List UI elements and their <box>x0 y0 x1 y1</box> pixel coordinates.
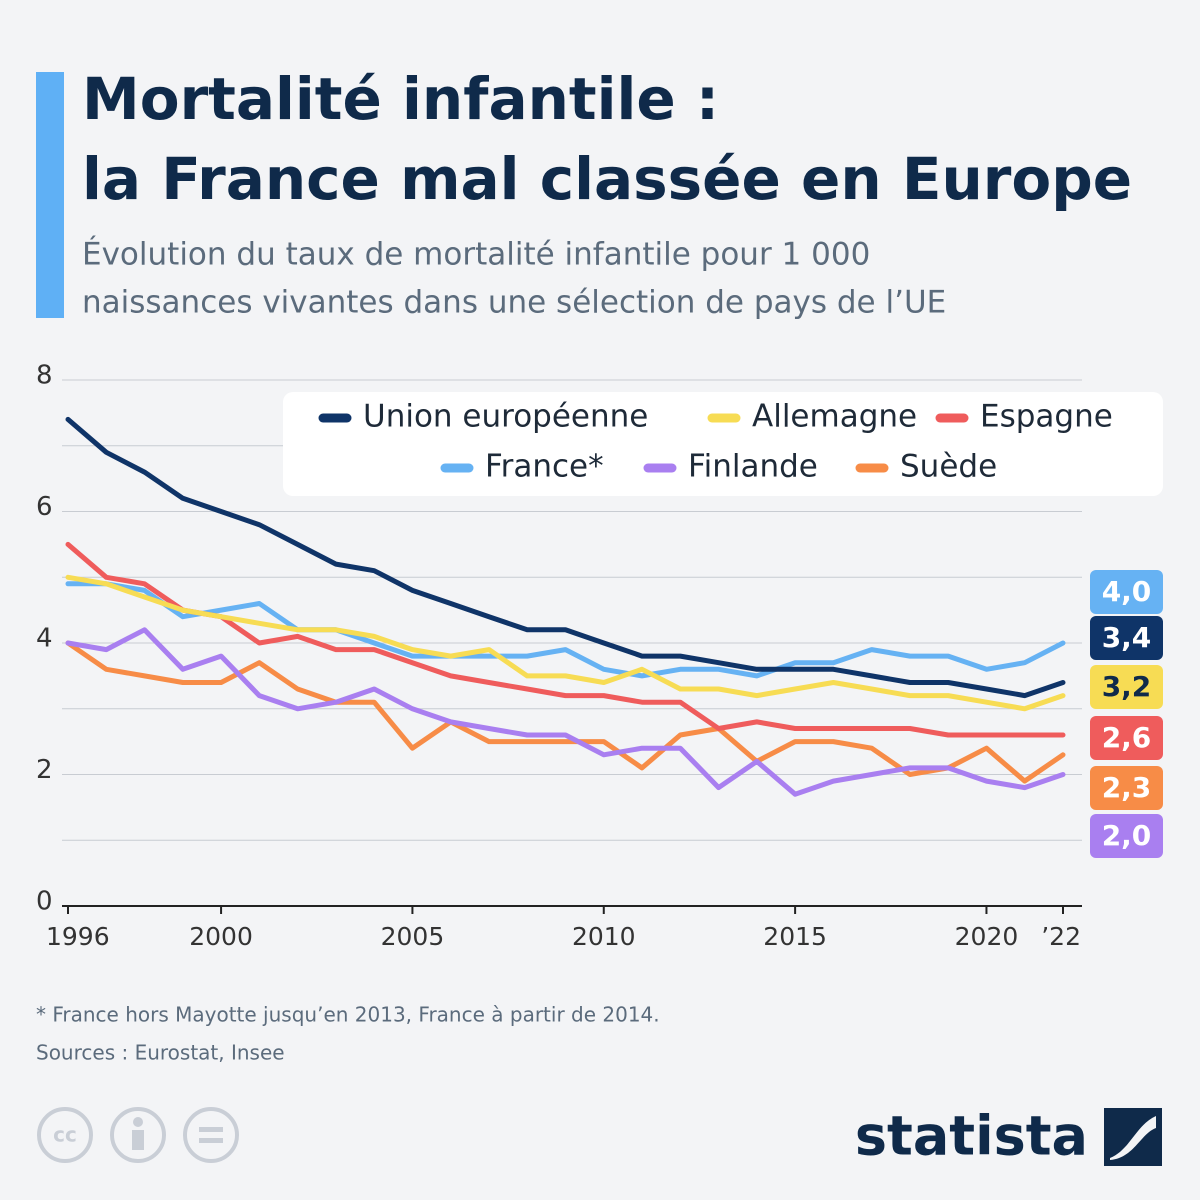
legend-label: Union européenne <box>363 399 648 435</box>
brand: statista <box>855 1105 1088 1168</box>
legend-items: Union européenne Allemagne Espagne France* F… <box>318 399 1113 485</box>
end-label: 4,0 <box>1102 575 1152 608</box>
x-tick-label: 1996 <box>46 922 110 951</box>
svg-text:cc: cc <box>53 1123 77 1147</box>
x-tick-label: ’22 <box>1041 922 1081 951</box>
y-tick-label: 0 <box>36 887 53 917</box>
end-label: 3,2 <box>1102 670 1152 703</box>
series-line <box>65 627 1066 797</box>
license-glyphs: cc <box>53 1117 223 1150</box>
x-tick-label: 2015 <box>763 922 827 951</box>
end-badge <box>1090 570 1163 614</box>
accent-bar <box>36 72 64 318</box>
end-label: 2,3 <box>1102 771 1152 804</box>
brand-logo <box>1104 1108 1162 1166</box>
end-label: 2,0 <box>1102 819 1152 852</box>
series-line <box>65 640 1066 784</box>
end-label: 3,4 <box>1102 621 1152 654</box>
plot: 0 2 4 6 8 1996 2000 2005 2010 2015 2020 ’22 3,4 3,2 2,… <box>36 361 1163 951</box>
legend-label: Finlande <box>688 449 818 485</box>
series-line <box>65 416 1066 699</box>
y-tick-label: 2 <box>36 755 53 785</box>
x-tick-label: 2010 <box>572 922 636 951</box>
chart-subtitle: Évolution du taux de mortalité infantile… <box>82 237 870 273</box>
legend-label: Espagne <box>980 399 1113 435</box>
chart-title: la France mal classée en Europe <box>82 145 1132 213</box>
license-icons <box>37 1107 239 1163</box>
end-badge <box>1090 616 1163 660</box>
y-tick-label: 6 <box>36 492 53 522</box>
x-tick-label: 2005 <box>381 922 445 951</box>
series-line <box>65 574 1066 712</box>
end-label: 2,6 <box>1102 721 1152 754</box>
chart-title: Mortalité infantile : <box>82 65 719 133</box>
x-tick-label: 2000 <box>189 922 253 951</box>
end-badge <box>1090 716 1163 760</box>
y-tick-label: 8 <box>36 361 53 391</box>
end-badge <box>1090 665 1163 709</box>
end-badge <box>1090 814 1163 858</box>
x-tick-label: 2020 <box>955 922 1019 951</box>
legend-label: Allemagne <box>752 399 917 435</box>
legend-label: Suède <box>900 449 997 485</box>
chart-subtitle: naissances vivantes dans une sélection d… <box>82 285 946 321</box>
source: Sources : Eurostat, Insee <box>36 1041 285 1065</box>
series-line <box>65 541 1066 738</box>
end-badge <box>1090 766 1163 810</box>
footnote: * France hors Mayotte jusqu’en 2013, Fra… <box>36 1003 660 1027</box>
y-tick-label: 4 <box>36 624 53 654</box>
series-line <box>65 581 1066 679</box>
legend-label: France* <box>485 449 604 485</box>
